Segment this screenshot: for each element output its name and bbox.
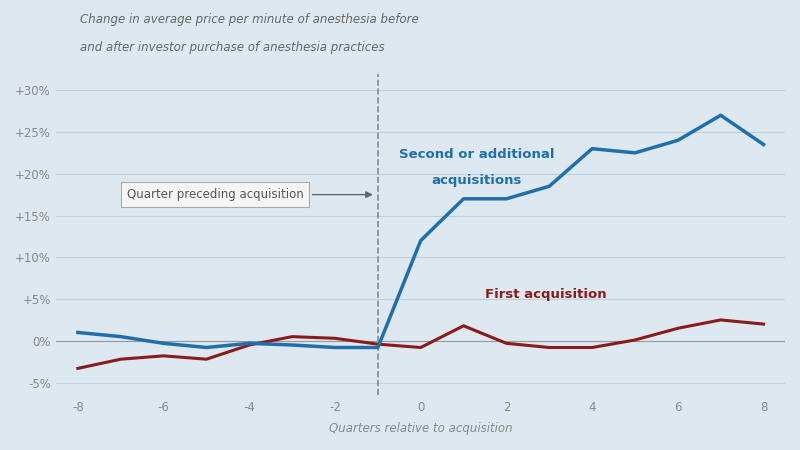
Text: Change in average price per minute of anesthesia before: Change in average price per minute of an… (80, 14, 418, 27)
Text: acquisitions: acquisitions (431, 174, 522, 187)
Text: Quarter preceding acquisition: Quarter preceding acquisition (126, 188, 371, 201)
Text: First acquisition: First acquisition (485, 288, 606, 302)
X-axis label: Quarters relative to acquisition: Quarters relative to acquisition (329, 422, 513, 435)
Text: Second or additional: Second or additional (398, 148, 554, 161)
Text: and after investor purchase of anesthesia practices: and after investor purchase of anesthesi… (80, 40, 385, 54)
